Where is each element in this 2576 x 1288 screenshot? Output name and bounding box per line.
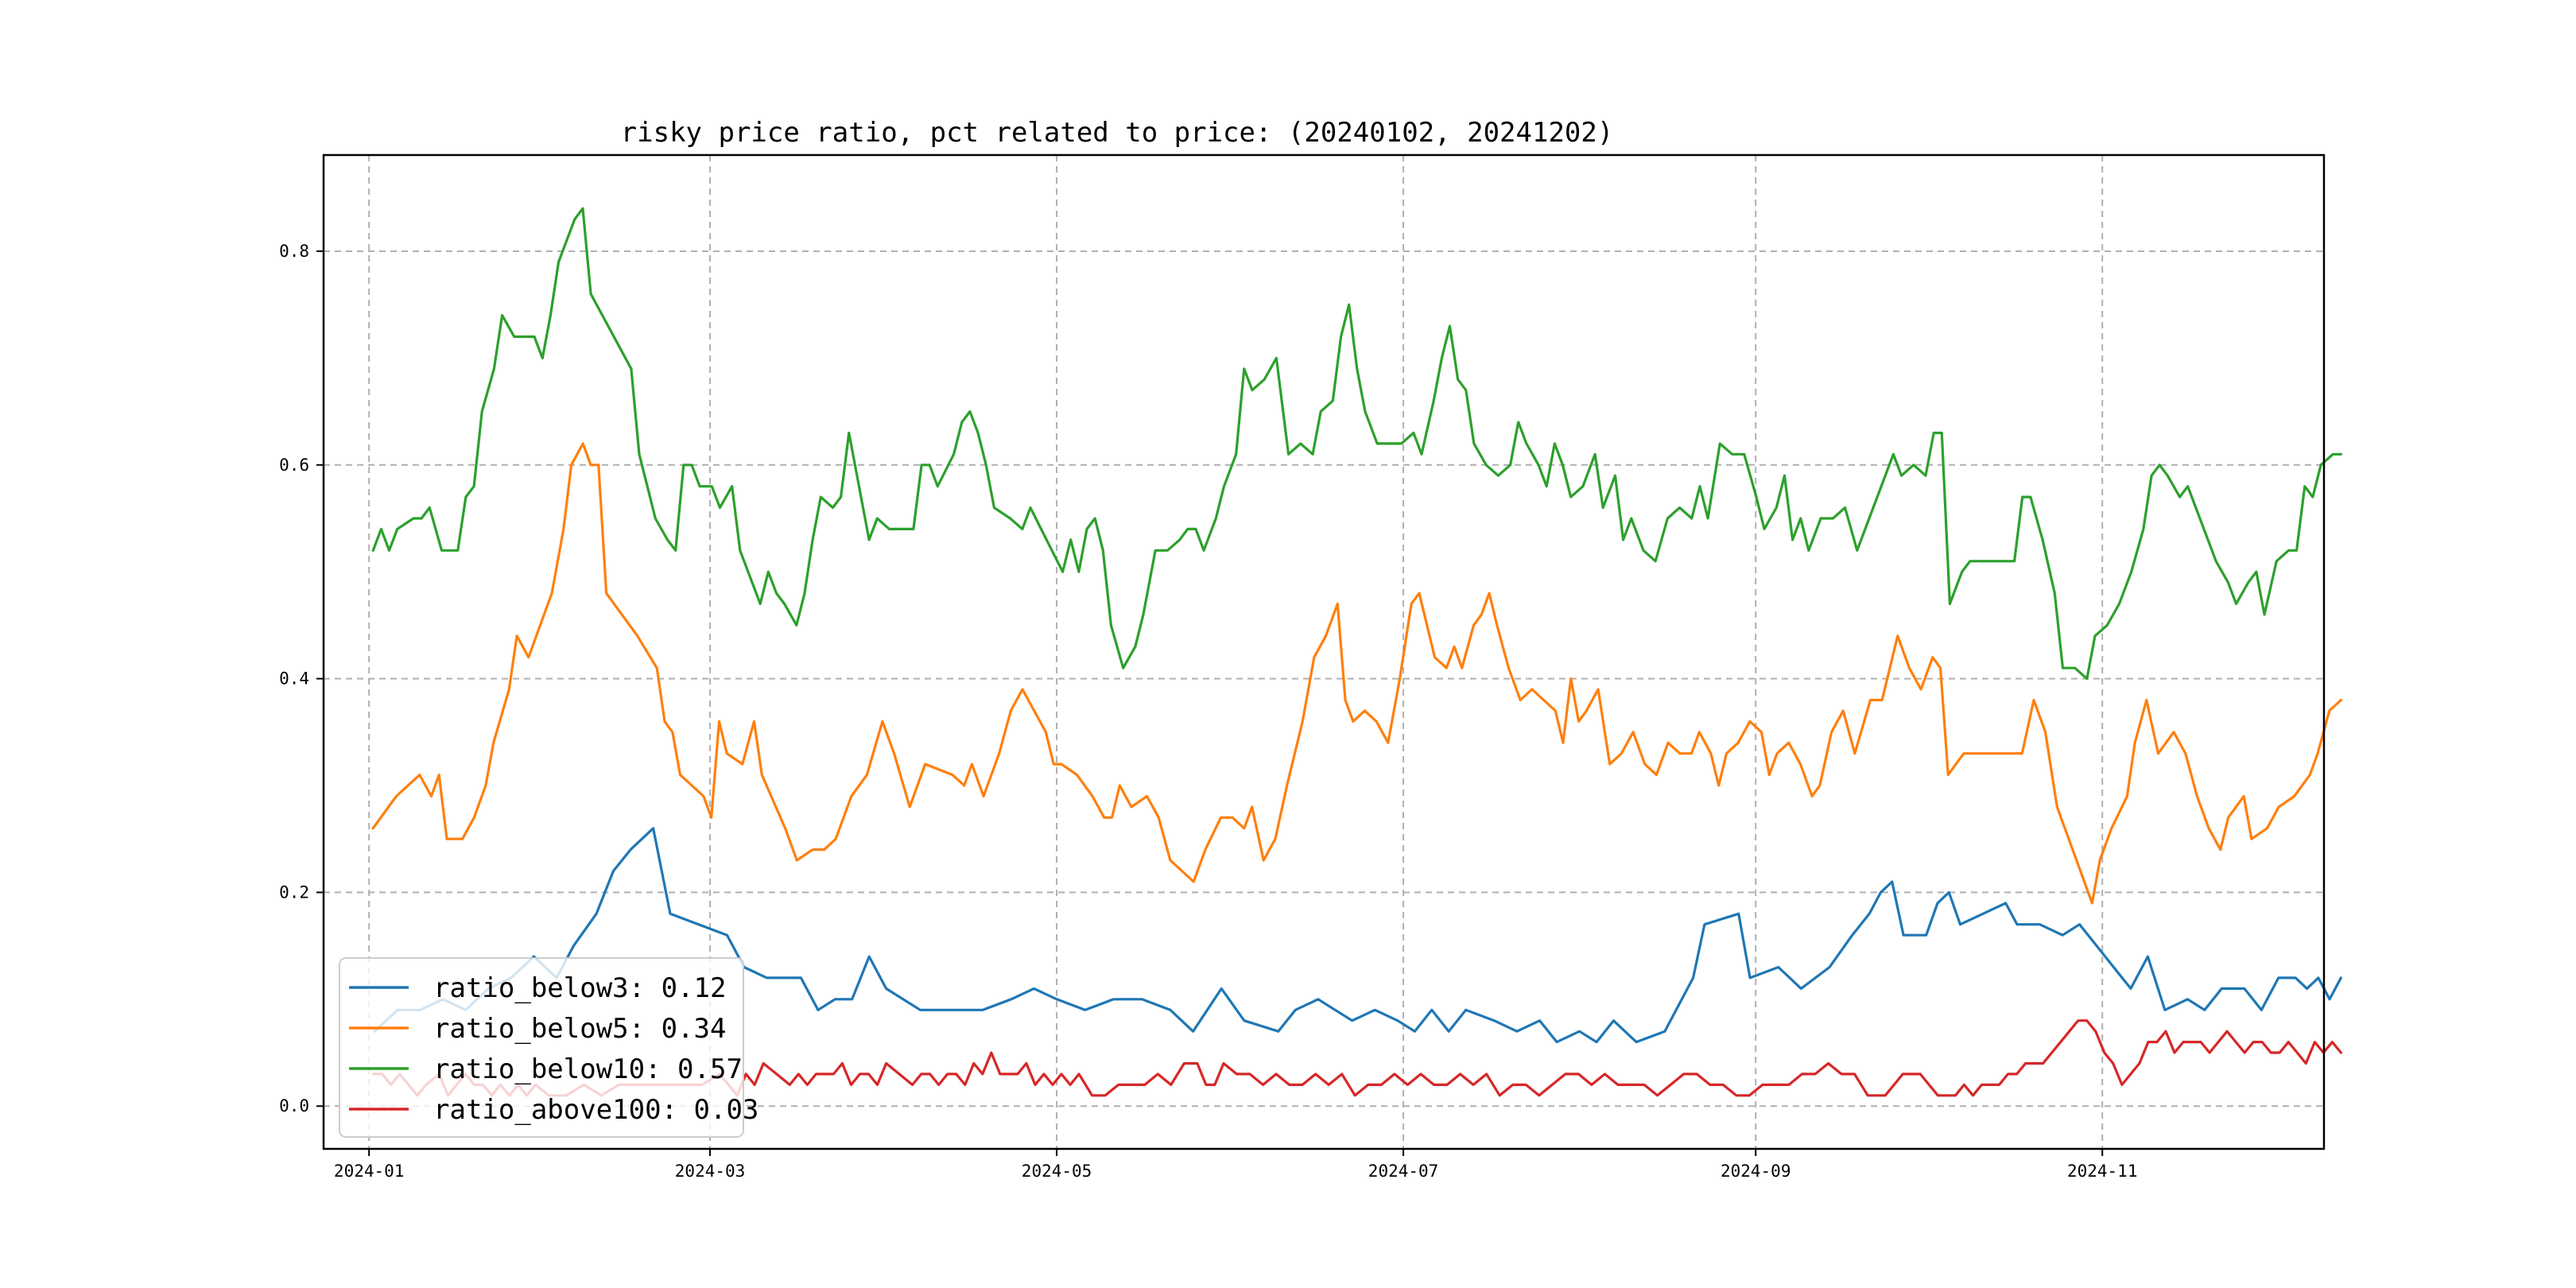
y-tick-label: 0.2	[279, 883, 309, 902]
legend-label: ratio_below5: 0.34	[433, 1013, 726, 1045]
y-tick-label: 0.4	[279, 669, 309, 689]
x-tick-label: 2024-03	[675, 1162, 746, 1181]
legend: ratio_below3: 0.12 ratio_below5: 0.34 rati…	[339, 957, 758, 1138]
series-line-ratio-below3	[373, 827, 2342, 1044]
plot-frame	[322, 153, 2326, 1150]
chart-title: risky price ratio, pct related to price:…	[621, 117, 1614, 149]
x-tick-label: 2024-07	[1368, 1162, 1439, 1181]
x-axis: 2024-01 2024-03 2024-05 2024-07 2024-09 2024-…	[334, 1149, 2138, 1181]
x-tick-label: 2024-05	[1022, 1162, 1092, 1181]
y-axis: 0.0 0.2 0.4 0.6 0.8	[279, 242, 324, 1115]
legend-label: ratio_above100: 0.03	[433, 1094, 758, 1126]
x-tick-label: 2024-11	[2067, 1162, 2138, 1181]
legend-label: ratio_below3: 0.12	[433, 972, 726, 1004]
y-tick-label: 0.8	[279, 242, 309, 261]
legend-box	[339, 957, 744, 1138]
x-tick-label: 2024-09	[1721, 1162, 1791, 1181]
x-tick-label: 2024-01	[334, 1162, 405, 1181]
y-tick-label: 0.0	[279, 1096, 309, 1115]
legend-label: ratio_below10: 0.57	[433, 1053, 743, 1085]
y-tick-label: 0.6	[279, 456, 309, 475]
series-line-ratio-below5	[371, 442, 2342, 905]
series-line-ratio-below10	[371, 207, 2342, 681]
